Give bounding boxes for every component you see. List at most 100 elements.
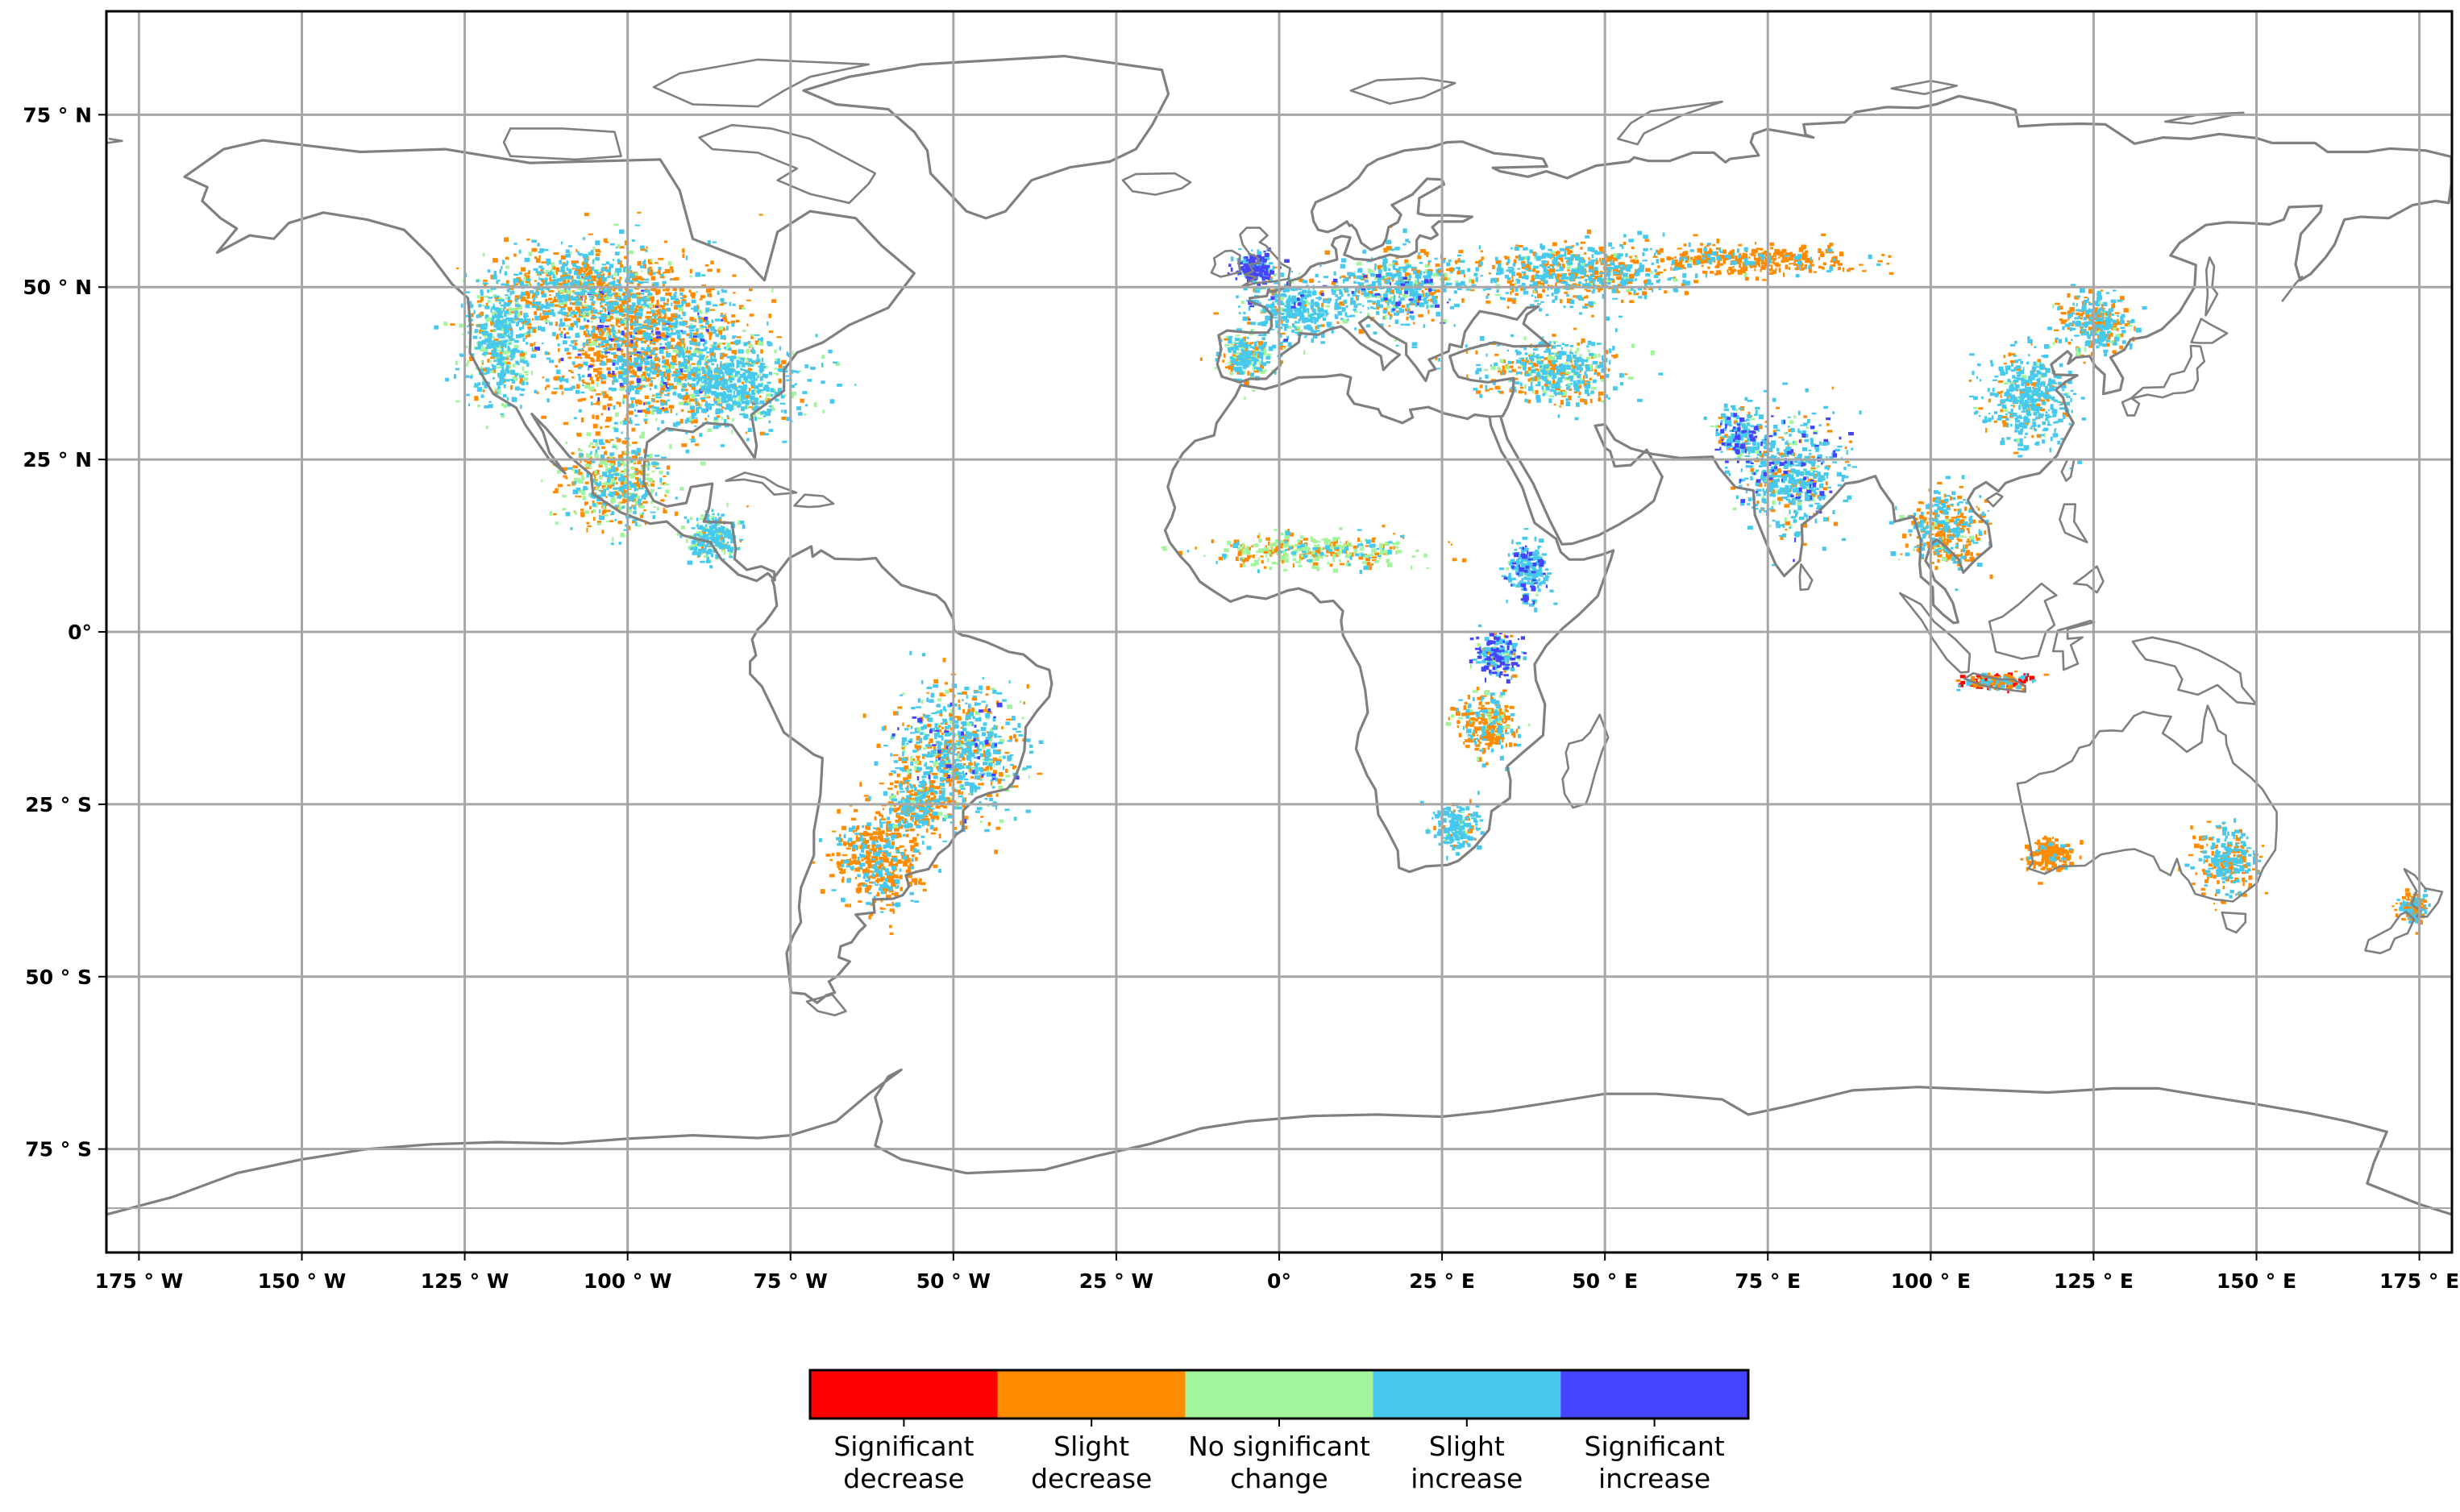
lon-tick-label: 175 ° E xyxy=(2379,1269,2459,1293)
trend-pixels-slight-decrease xyxy=(2178,820,2268,912)
coastline-nz-south xyxy=(2364,911,2416,954)
region-north-china-plain xyxy=(1968,336,2087,470)
region-pakistan xyxy=(1703,397,1768,469)
coastline-britain xyxy=(1239,226,1291,288)
region-southeast-asia xyxy=(1889,475,1993,592)
region-north-america-central xyxy=(490,211,787,457)
lon-tick-label: 25 ° E xyxy=(1409,1269,1475,1293)
legend-swatch xyxy=(1185,1370,1373,1419)
coastline-hispaniola xyxy=(793,493,835,509)
trend-pixels-slight-increase xyxy=(523,224,787,457)
coastline-ellesmere xyxy=(652,58,871,108)
region-iberia xyxy=(1199,329,1286,401)
trend-pixels-significant-increase xyxy=(1227,247,1290,286)
lat-tick-label: 25 ° S xyxy=(25,793,92,816)
region-australia-southwest xyxy=(2020,835,2084,885)
trend-pixels-slight-decrease xyxy=(1448,687,1518,766)
lon-tick-label: 100 ° E xyxy=(1891,1269,1971,1293)
lon-tick-label: 150 ° W xyxy=(258,1269,347,1293)
coastline-eurasia xyxy=(1215,94,2452,625)
trend-pixels-slight-increase xyxy=(1969,336,2087,470)
lon-tick-label: 175 ° W xyxy=(95,1269,184,1293)
lon-tick-label: 125 ° E xyxy=(2054,1269,2134,1293)
region-mexico xyxy=(541,405,705,546)
legend: Significant decrease Slight decrease No sign… xyxy=(808,1369,1750,1494)
lon-tick-label: 0° xyxy=(1267,1269,1291,1293)
region-kazakhstan-siberia xyxy=(1569,233,1894,281)
region-north-america-west xyxy=(434,243,564,430)
trend-pixels-slight-increase xyxy=(1889,475,1991,592)
trend-pixels-slight-decrease xyxy=(1435,327,1628,408)
coastline-africa xyxy=(1163,373,1615,874)
trend-pixels-slight-decrease xyxy=(1423,229,1749,318)
trend-pixels-slight-increase xyxy=(1236,264,1371,347)
trend-pixels-slight-increase xyxy=(1420,791,1485,861)
coastline-greenland xyxy=(802,55,1170,220)
legend-swatch xyxy=(997,1370,1186,1419)
coastline-philippines-luzon xyxy=(2059,503,2088,544)
region-east-africa xyxy=(1469,624,1527,684)
lat-tick-label: 0° xyxy=(68,621,92,644)
coastline-north-america xyxy=(183,139,916,583)
trend-pixels-slight-increase xyxy=(1724,382,1862,567)
trend-pixels-slight-increase xyxy=(1317,239,1478,349)
trend-pixels-slight-increase xyxy=(565,414,705,546)
legend-label: Slight increase xyxy=(1411,1431,1523,1494)
legend-label: Significant increase xyxy=(1585,1431,1725,1494)
region-paraguay xyxy=(868,745,966,855)
trend-pixels-slight-increase xyxy=(1186,529,1405,575)
coastline-tasmania xyxy=(2221,911,2247,934)
region-north-america-southeast xyxy=(619,303,857,466)
trend-pixels-slight-increase xyxy=(1703,397,1768,469)
coastline-new-guinea xyxy=(2131,636,2258,706)
trend-pixels-no-significant-change xyxy=(541,421,704,542)
trend-pixels-slight-increase xyxy=(874,650,1044,834)
coastline-baffin xyxy=(698,123,877,205)
trend-pixels-no-significant-change xyxy=(481,223,672,337)
region-australia-southeast xyxy=(2178,818,2268,912)
coastline-sri-lanka xyxy=(1798,563,1814,592)
legend-label: Significant decrease xyxy=(833,1431,974,1494)
lon-tick-label: 150 ° E xyxy=(2217,1269,2296,1293)
region-southeast-africa xyxy=(1445,687,1531,771)
coastline-japan-kyushu xyxy=(2121,397,2141,417)
coastline-nz-north xyxy=(2403,868,2444,918)
trend-pixels-slight-increase xyxy=(2396,889,2431,924)
legend-label: No significant change xyxy=(1188,1431,1370,1494)
coastline-south-america xyxy=(749,545,1053,1004)
coastline-tierra-del-fuego xyxy=(805,993,847,1016)
trend-pixels-slight-increase xyxy=(1499,528,1558,613)
trend-pixels-significant-increase xyxy=(1503,545,1548,605)
trend-pixels-slight-decrease xyxy=(1178,524,1466,571)
legend-swatch xyxy=(1373,1370,1561,1419)
coastline-sulawesi xyxy=(2052,620,2096,671)
coastline-novaya-zemlya xyxy=(1617,100,1723,146)
region-turkey-iran xyxy=(1435,327,1664,421)
lon-tick-label: 75 ° E xyxy=(1735,1269,1801,1293)
trend-pixels-slight-increase xyxy=(2184,818,2262,899)
legend-label: Slight decrease xyxy=(1031,1431,1152,1494)
trend-pixels-slight-increase xyxy=(1956,672,2036,692)
lon-tick-label: 50 ° E xyxy=(1572,1269,1638,1293)
lat-tick-label: 75 ° N xyxy=(23,103,92,127)
coastline-hainan xyxy=(1985,492,2004,508)
region-ethiopia xyxy=(1499,528,1558,613)
region-indonesia-java xyxy=(1955,671,2049,694)
trend-pixels-slight-increase xyxy=(1215,330,1283,384)
coastline-svalbard xyxy=(1349,77,1456,105)
coastline-arabia-sinai xyxy=(1488,414,1504,418)
lon-tick-label: 100 ° W xyxy=(584,1269,672,1293)
trend-pixels-slight-increase xyxy=(1436,328,1664,421)
trend-data-layer xyxy=(434,211,2431,935)
lon-tick-label: 75 ° W xyxy=(754,1269,828,1293)
lon-tick-label: 25 ° W xyxy=(1079,1269,1153,1293)
lat-tick-label: 50 ° N xyxy=(23,276,92,299)
lon-tick-label: 125 ° W xyxy=(421,1269,509,1293)
trend-pixels-slight-increase xyxy=(868,745,966,850)
trend-pixels-slight-decrease xyxy=(549,405,679,534)
trend-pixels-significant-increase xyxy=(1714,413,1759,463)
coastline-kamchatka-islands xyxy=(2281,276,2304,302)
lat-tick-label: 50 ° S xyxy=(25,966,92,989)
legend-swatch xyxy=(810,1370,998,1419)
